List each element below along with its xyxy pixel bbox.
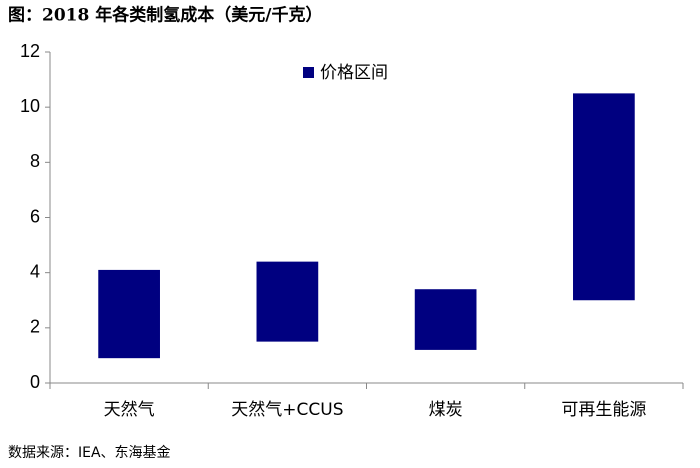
y-tick-label: 0 xyxy=(30,372,40,392)
y-tick-label: 6 xyxy=(30,206,40,226)
legend-label: 价格区间 xyxy=(320,63,388,83)
y-tick-label: 8 xyxy=(30,151,40,171)
x-tick-label: 煤炭 xyxy=(429,400,463,420)
range-bar xyxy=(573,93,635,301)
legend-swatch xyxy=(303,67,314,78)
chart-title: 图：2018 年各类制氢成本（美元/千克） xyxy=(8,5,322,26)
x-tick-label: 天然气 xyxy=(104,400,155,420)
y-tick-label: 2 xyxy=(30,317,40,337)
x-tick-label: 可再生能源 xyxy=(561,400,646,420)
y-tick-label: 10 xyxy=(20,96,40,116)
source-note: 数据来源：IEA、东海基金 xyxy=(8,444,171,461)
y-tick-label: 4 xyxy=(30,261,40,281)
range-bar xyxy=(414,289,477,350)
range-bar xyxy=(98,269,160,359)
x-tick-label: 天然气+CCUS xyxy=(231,400,343,420)
range-bar xyxy=(256,261,319,342)
y-tick-label: 12 xyxy=(20,41,40,61)
